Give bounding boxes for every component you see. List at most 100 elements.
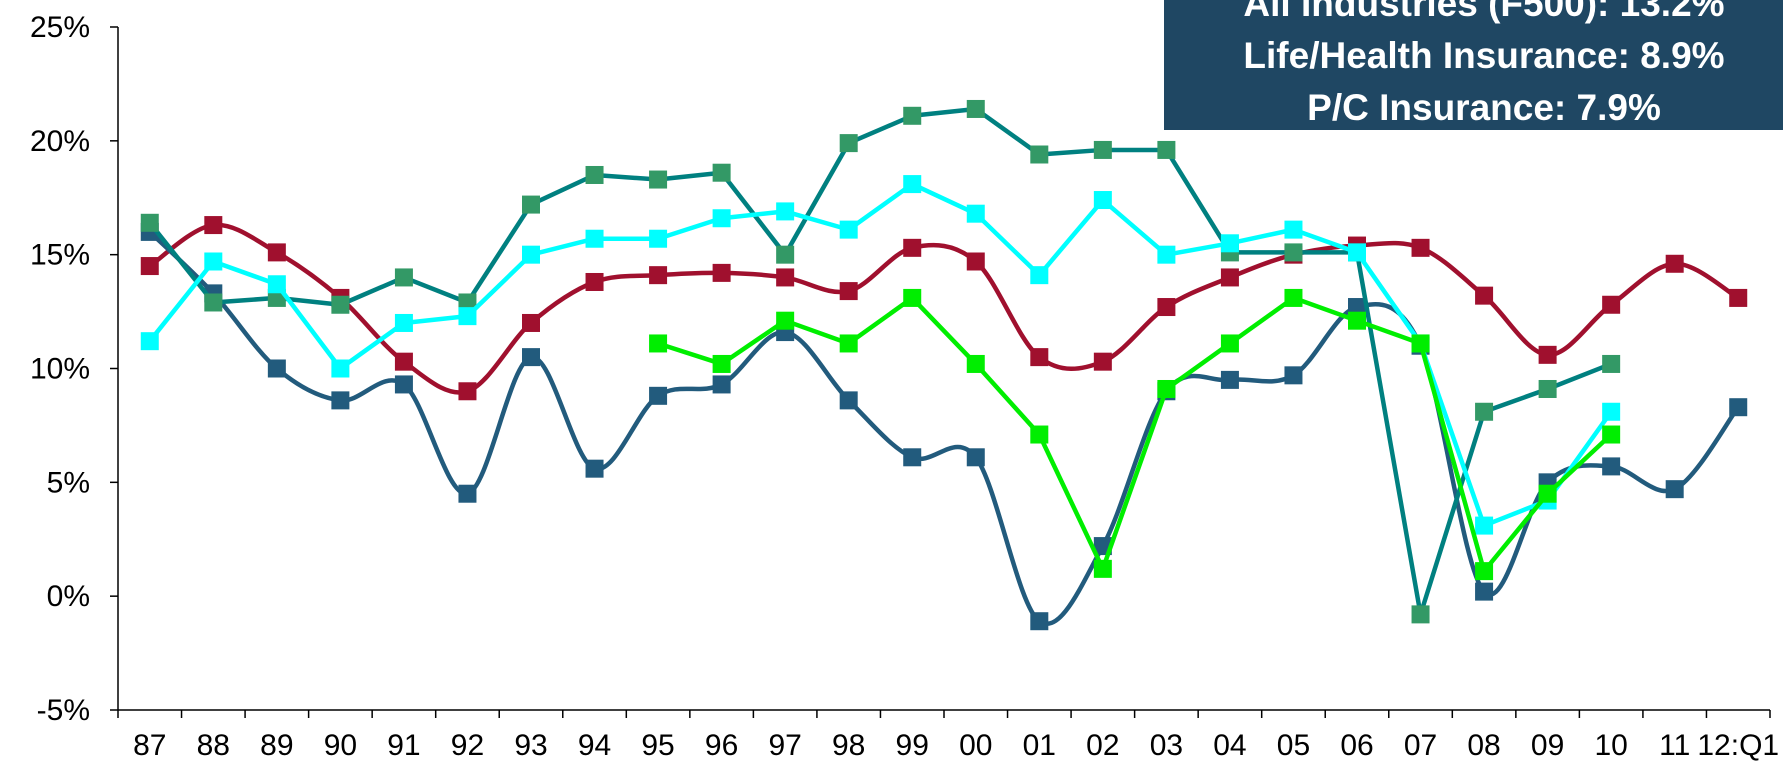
series-1-point (267, 359, 286, 378)
x-tick-label: 06 (1340, 729, 1373, 761)
series-2-point (1093, 140, 1112, 159)
series-4-point (1475, 562, 1494, 581)
series-2-point (522, 195, 540, 214)
x-tick-label: 89 (260, 729, 293, 761)
series-1-point (649, 386, 668, 405)
series-2-point (458, 293, 477, 312)
y-tick-label: 20% (30, 125, 90, 158)
series-3-point (267, 275, 286, 294)
x-tick-label: 07 (1404, 729, 1437, 761)
series-3-point (839, 220, 858, 239)
series-3-point (1030, 266, 1049, 285)
legend-line-pc-insurance: P/C Insurance: 7.9% (1307, 87, 1661, 128)
x-tick-label: 94 (578, 729, 611, 761)
series-2-point (1030, 145, 1049, 164)
series-1-point (1602, 457, 1621, 476)
series-3-point (1348, 243, 1366, 262)
series-1-point (1030, 612, 1049, 631)
series-0-point (1157, 298, 1176, 317)
series-3-point (712, 209, 731, 228)
x-tick-label: 90 (324, 729, 357, 761)
series-2 (140, 99, 1621, 624)
series-1-point (903, 448, 922, 467)
series-2-point (1602, 354, 1621, 373)
y-axis-ticks: 25% 20% 15% 10% 5% 0% -5% (30, 11, 118, 727)
series-3-point (649, 229, 668, 248)
series-2-point (585, 165, 604, 184)
x-tick-label: 91 (387, 729, 420, 761)
series-2-point (839, 134, 858, 153)
series-0-point (1220, 268, 1239, 287)
x-tick-label: 01 (1023, 729, 1056, 761)
series-4-point (966, 354, 985, 373)
series-0-point (585, 272, 604, 291)
series-1-point (839, 391, 858, 410)
x-tick-label: 97 (768, 729, 801, 761)
series-1-point (1729, 398, 1748, 417)
series-0-point (966, 252, 985, 271)
series-1-point (966, 448, 985, 467)
series-4 (649, 288, 1621, 581)
series-1-point (1220, 370, 1239, 389)
series-0-point (1538, 345, 1557, 364)
x-tick-label: 98 (832, 729, 865, 761)
series-1-point (712, 375, 731, 394)
series-line-0 (148, 222, 1740, 395)
series-2-point (903, 106, 922, 125)
series-2-point (649, 170, 668, 189)
x-tick-label: 04 (1213, 729, 1246, 761)
series-0 (140, 216, 1748, 401)
x-tick-label: 02 (1086, 729, 1119, 761)
series-4-point (1411, 334, 1430, 353)
series-0-point (839, 282, 858, 301)
series-0-point (712, 263, 731, 282)
y-tick-label: 10% (30, 353, 90, 386)
x-tick-label: 03 (1150, 729, 1183, 761)
x-tick-label: 10 (1594, 729, 1627, 761)
series-2-point (1475, 402, 1494, 421)
x-tick-label: 11 (1659, 729, 1690, 761)
series-2-point (1538, 379, 1557, 398)
series-0-point (903, 238, 922, 257)
series-4-point (1157, 379, 1176, 398)
series-3-point (776, 202, 795, 221)
x-tick-label: 92 (451, 729, 484, 761)
series-3-point (1602, 402, 1621, 421)
series-1-point (585, 459, 604, 478)
series-3-point (1475, 516, 1494, 535)
series-0-point (394, 352, 413, 371)
series-4-point (712, 354, 731, 373)
series-3-point (585, 229, 604, 248)
x-tick-label: 00 (959, 729, 992, 761)
series-0-point (1475, 286, 1494, 305)
legend-line-life-health: Life/Health Insurance: 8.9% (1243, 35, 1725, 76)
series-4-point (903, 288, 922, 307)
series-0-point (776, 268, 795, 287)
series-4-point (1538, 484, 1557, 503)
series-0-point (1602, 295, 1621, 314)
series-1-point (394, 375, 413, 394)
series-4-point (1348, 311, 1366, 330)
series-4-point (839, 334, 858, 353)
series-2-point (776, 245, 795, 264)
series-2-point (140, 213, 159, 232)
series-1 (140, 222, 1748, 631)
series-2-point (204, 293, 223, 312)
series-1-point (1284, 366, 1303, 385)
series-1-point (1665, 480, 1684, 499)
series-4-point (649, 334, 668, 353)
legend-box: All Industries (F500): 13.2% Life/Health… (1164, 0, 1783, 130)
series-0-point (1665, 254, 1684, 273)
series-3 (140, 175, 1621, 535)
series-3-point (1284, 220, 1303, 239)
series-0-point (1411, 238, 1430, 257)
series-line-1 (148, 230, 1741, 626)
series-4-point (1093, 559, 1112, 578)
x-tick-label: 05 (1277, 729, 1310, 761)
series-1-point (1348, 298, 1366, 317)
series-line-4 (657, 295, 1613, 574)
series-2-point (966, 99, 985, 118)
series-3-point (1220, 234, 1239, 253)
legend-line-all-industries: All Industries (F500): 13.2% (1243, 0, 1725, 24)
